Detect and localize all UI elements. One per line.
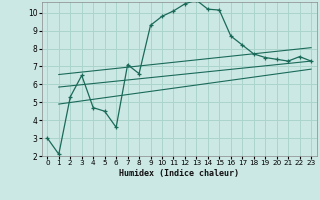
X-axis label: Humidex (Indice chaleur): Humidex (Indice chaleur) [119, 169, 239, 178]
